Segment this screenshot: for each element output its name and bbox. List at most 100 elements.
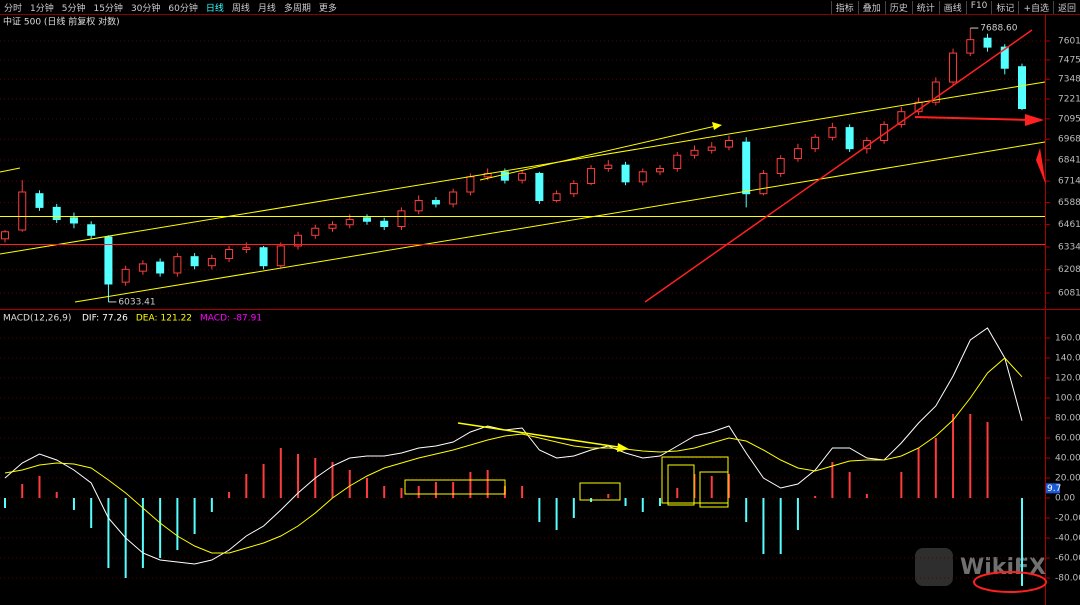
candle-body: [621, 164, 630, 183]
macd-bar: [21, 484, 24, 498]
tab[interactable]: 周线: [231, 3, 250, 14]
tab[interactable]: 15分钟: [93, 3, 123, 14]
candle-body: [362, 217, 371, 222]
macd-bar: [193, 498, 196, 534]
toolbar-button[interactable]: 叠加: [857, 0, 885, 14]
candle-body: [776, 158, 785, 174]
candle-body: [724, 140, 733, 148]
y-tick-label: 80.00: [1055, 414, 1080, 424]
candle-body: [656, 167, 665, 173]
macd-bar: [400, 488, 403, 498]
arrow: [457, 422, 626, 449]
candle-body: [121, 268, 130, 283]
toolbar-button[interactable]: +自选: [1018, 0, 1053, 14]
legend-name: DEA:: [136, 314, 158, 324]
candle-body: [18, 191, 27, 231]
y-tick-label: 6334: [1058, 242, 1080, 252]
macd-bar: [228, 492, 231, 498]
macd-bar: [934, 438, 937, 498]
highlight-box: [699, 471, 729, 508]
candle-body: [880, 123, 889, 142]
macd-bar: [848, 472, 851, 498]
candle-body: [138, 263, 147, 272]
macd-bar: [710, 476, 713, 498]
candle-body: [638, 171, 647, 183]
toolbar-button[interactable]: 统计: [911, 0, 939, 14]
toolbar-button[interactable]: 历史: [884, 0, 912, 14]
candle-body: [380, 220, 389, 227]
y-tick-label: 0.00: [1055, 494, 1075, 504]
macd-bar: [107, 498, 110, 568]
trend-line: [644, 29, 1033, 303]
candle-body: [1018, 66, 1026, 110]
macd-bar: [831, 462, 834, 498]
macd-bar: [245, 474, 248, 498]
toolbar-button[interactable]: 标记: [991, 0, 1018, 14]
y-tick-label: 140.00: [1055, 354, 1080, 364]
candle-body: [173, 256, 182, 274]
arrow-head: [617, 443, 629, 452]
macd-bar: [55, 492, 58, 498]
y-tick-label: 6208: [1058, 265, 1080, 275]
legend-value: -87.91: [233, 314, 262, 324]
toolbar-button[interactable]: 返回: [1052, 0, 1080, 14]
macd-bar: [469, 472, 472, 498]
macd-bar: [348, 470, 351, 498]
tab[interactable]: 更多: [318, 3, 337, 14]
candle-body: [569, 183, 578, 195]
candle-body: [311, 227, 320, 236]
y-tick-label: 7095: [1058, 114, 1080, 124]
macd-bar: [796, 498, 799, 530]
candle-body: [345, 219, 354, 226]
y-tick-label: 6841: [1058, 156, 1080, 166]
candle-body: [431, 200, 440, 205]
tab[interactable]: 多周期: [283, 3, 311, 14]
candle-body: [1, 231, 9, 240]
macd-bar: [555, 498, 558, 530]
y-tick-label: 6968: [1058, 135, 1080, 145]
macd-line: [4, 357, 1023, 554]
candle-body: [397, 210, 406, 227]
macd-bar: [779, 498, 782, 554]
macd-bar: [4, 498, 6, 508]
candle-body: [276, 245, 285, 267]
cursor-box: [1046, 483, 1060, 494]
toolbar-button[interactable]: F10: [965, 0, 992, 14]
tab[interactable]: 1分钟: [30, 3, 54, 14]
arrow-head: [1025, 114, 1044, 126]
watermark-icon: [915, 548, 953, 586]
candle-body: [949, 52, 958, 83]
candle-body: [673, 154, 682, 169]
candle-body: [449, 191, 458, 205]
macd-bar: [986, 422, 989, 498]
candle-body: [207, 257, 216, 267]
macd-bar: [383, 486, 386, 498]
tab[interactable]: 月线: [257, 3, 276, 14]
macd-line: [4, 327, 1023, 565]
macd-bar: [917, 448, 920, 498]
candle-body: [759, 172, 768, 195]
buttons: 指标 叠加 历史 统计 画线 F10 标记 +自选 返回: [830, 0, 1080, 14]
macd-bar: [572, 498, 575, 518]
tab[interactable]: 日线: [205, 3, 224, 14]
toolbar-button[interactable]: 画线: [938, 0, 966, 14]
macd-bar: [262, 464, 265, 498]
y-tick-label: 100.00: [1055, 394, 1080, 404]
y-tick-label: 6588: [1058, 198, 1080, 208]
watermark: WikiFX: [915, 548, 1046, 586]
candle-body: [414, 200, 423, 212]
candle-body: [1000, 46, 1009, 69]
tab[interactable]: 60分钟: [168, 3, 198, 14]
candle-body: [52, 206, 61, 221]
y-tick-label: 120.00: [1055, 374, 1080, 384]
tab[interactable]: 5分钟: [61, 3, 86, 14]
candle-body: [328, 224, 337, 229]
candle-body: [552, 193, 561, 202]
macd-bar: [38, 476, 41, 498]
candle-body: [500, 171, 509, 181]
tab[interactable]: 分时: [4, 3, 23, 14]
trend-line: [74, 141, 1046, 303]
toolbar-button[interactable]: 指标: [830, 0, 858, 14]
tab[interactable]: 30分钟: [130, 3, 161, 14]
